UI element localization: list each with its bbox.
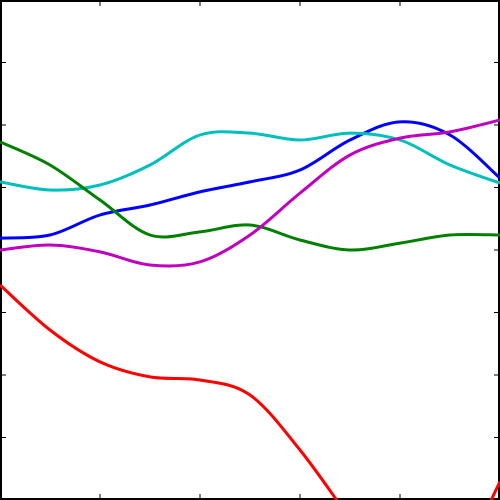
line xyxy=(0,283,500,500)
line xyxy=(0,140,500,252)
line xyxy=(0,118,500,268)
line xyxy=(0,120,500,240)
